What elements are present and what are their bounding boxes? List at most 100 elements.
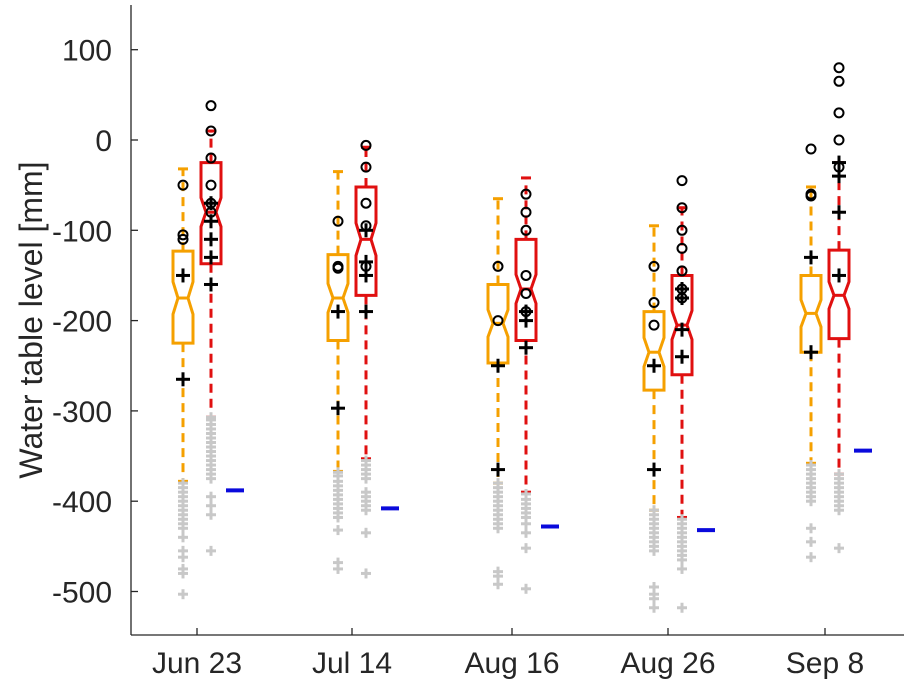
outlier-circle [520,288,532,300]
plus-marker [176,268,190,283]
outlier-circle [492,315,504,327]
box-group [486,197,510,485]
outlier-circle [648,319,660,331]
x-tick-label: Aug 26 [620,647,715,680]
outlier-marker [178,568,188,579]
plot-area [171,62,872,613]
outlier-marker [206,473,216,484]
outlier-marker [834,543,844,554]
box-group [799,185,823,465]
plus-marker [675,322,689,337]
plus-marker [359,268,373,283]
outlier-circle [332,215,344,227]
outlier-circle [205,100,217,112]
outlier-circle [205,125,217,137]
outlier-marker [178,523,188,534]
plus-marker [804,250,818,265]
outlier-marker [521,583,531,594]
outlier-marker [677,602,687,613]
plus-marker [331,401,345,416]
outlier-marker [206,491,216,502]
outlier-circle [520,269,532,281]
outlier-circle [205,179,217,191]
outlier-circle [177,233,189,245]
y-tick-label: -100 [52,215,112,248]
x-tick-label: Jun 23 [152,647,242,680]
plus-marker [832,155,846,170]
plus-marker [491,462,505,477]
outlier-circle [676,242,688,254]
plus-marker [647,462,661,477]
outlier-circle [805,143,817,155]
outlier-marker [834,505,844,516]
outlier-circle [833,107,845,119]
outlier-circle [520,188,532,200]
outlier-marker [361,568,371,579]
outlier-marker [178,552,188,563]
plus-marker [832,205,846,220]
x-tick-label: Sep 8 [786,647,864,680]
outlier-circle [520,206,532,218]
outlier-circle [805,190,817,202]
outlier-marker [521,518,531,529]
outlier-circle [360,139,372,151]
plus-marker [204,277,218,292]
box-body [799,273,823,354]
outlier-circle [205,152,217,164]
plus-marker [359,254,373,269]
outlier-marker [206,509,216,520]
outlier-marker [178,532,188,543]
outlier-marker [333,563,343,574]
y-tick-label: -400 [52,486,112,519]
plus-marker [804,345,818,360]
outlier-circle [833,134,845,146]
plus-marker [491,358,505,373]
outlier-marker [333,525,343,536]
outlier-marker [493,523,503,534]
box-body [171,249,195,345]
axes: 100 0 -100 -200 -300 -400 -500 Jun 23 Jul 14 Aug … [52,5,904,680]
outlier-marker [521,527,531,538]
y-tick-label: -300 [52,396,112,429]
box-group [199,129,223,419]
outlier-circle [332,262,344,274]
outlier-circle [360,161,372,173]
outlier-circle [833,62,845,74]
plus-marker [519,340,533,355]
outlier-marker [521,543,531,554]
plus-marker [675,291,689,306]
outlier-circle [676,202,688,214]
plus-marker [519,313,533,328]
y-axis-label: Water table level [mm] [13,161,49,478]
outlier-circle [648,260,660,272]
plus-marker [331,304,345,319]
plus-marker [359,223,373,238]
outlier-marker [206,500,216,511]
box-body [326,253,350,342]
box-body [486,282,510,365]
box-body [827,248,851,341]
outlier-circle [177,179,189,191]
outlier-marker [806,496,816,507]
plus-marker [204,196,218,211]
outlier-marker [806,523,816,534]
y-tick-label: -500 [52,577,112,610]
x-tick-label: Aug 16 [464,647,559,680]
box-group [171,167,195,483]
outlier-marker [206,545,216,556]
outlier-marker [178,589,188,600]
outlier-marker [677,563,687,574]
y-tick-label: 0 [95,125,112,158]
plus-marker [176,372,190,387]
outlier-circle [648,297,660,309]
plus-marker [647,358,661,373]
outlier-marker [493,579,503,590]
outlier-marker [361,527,371,538]
outlier-circle [676,265,688,277]
outlier-circle [177,229,189,241]
x-tick-label: Jul 14 [312,647,392,680]
plus-marker [204,232,218,247]
box-body [199,161,223,266]
outlier-circle [833,75,845,87]
